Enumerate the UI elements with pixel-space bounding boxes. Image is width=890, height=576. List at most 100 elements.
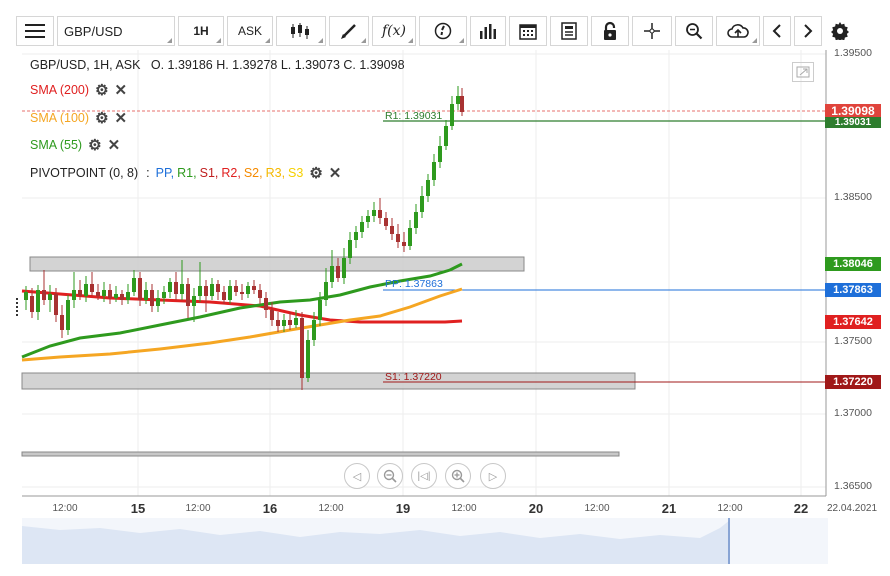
candle-body	[312, 320, 316, 340]
pivot-close-icon[interactable]: ✕	[328, 164, 342, 182]
candle-body	[54, 294, 58, 315]
y-tick: 1.39500	[834, 47, 872, 59]
pivot-r3: R3,	[265, 165, 286, 180]
candle-body	[342, 258, 346, 278]
pivot-settings-icon[interactable]: ⚙	[309, 164, 323, 182]
prev-button[interactable]	[763, 16, 791, 46]
x-tick: 12:00	[584, 503, 610, 514]
candle-body	[414, 212, 418, 228]
zoom-in-icon	[451, 469, 465, 483]
lock-icon	[604, 21, 616, 40]
candle-body	[36, 290, 40, 312]
legend-pivot: PIVOTPOINT (0, 8) : PP, R1, S1, R2, S2, …	[30, 160, 341, 188]
lock-button[interactable]	[591, 16, 629, 46]
reset-view-icon: |◁|	[417, 470, 431, 482]
menu-button[interactable]	[16, 16, 54, 46]
candle-body	[366, 216, 370, 222]
candle-body	[144, 290, 148, 300]
candle-body	[324, 282, 328, 300]
calendar-button[interactable]	[509, 16, 547, 46]
candle-body	[252, 286, 256, 290]
scroll-right-button[interactable]: ▷	[480, 463, 506, 489]
sma-100-label: SMA (100)	[30, 110, 90, 125]
pp-label: PP: 1.37863	[385, 278, 443, 290]
pivot-r2: R2,	[221, 165, 241, 180]
symbol-text: GBP/USD	[64, 23, 123, 39]
candle-body	[114, 294, 118, 298]
candle-body	[330, 266, 334, 282]
candle-body	[276, 320, 280, 326]
candle-body	[258, 290, 262, 298]
cloud-upload-icon	[727, 24, 749, 38]
sma-100-close-icon[interactable]: ✕	[114, 109, 128, 127]
y-tick: 1.38500	[834, 191, 872, 203]
sma-200-settings-icon[interactable]: ⚙	[95, 82, 109, 99]
timeframe-selector[interactable]: 1H	[178, 16, 224, 46]
draw-button[interactable]	[329, 16, 369, 46]
scroll-left-button[interactable]: ◁	[344, 463, 370, 489]
x-tick: 12:00	[185, 503, 211, 514]
calendar-icon	[519, 24, 537, 40]
expand-icon	[796, 66, 810, 78]
reset-view-button[interactable]: |◁|	[411, 463, 437, 489]
candle-body	[240, 292, 244, 294]
candle-body	[30, 296, 34, 312]
chart-header: GBP/USD, 1H, ASK O. 1.39186 H. 1.39278 L…	[30, 58, 405, 72]
sma-100-settings-icon[interactable]: ⚙	[95, 109, 109, 127]
zoom-button[interactable]	[675, 16, 713, 46]
next-button[interactable]	[794, 16, 822, 46]
price-type-selector[interactable]: ASK	[227, 16, 273, 46]
sma-200-badge: 1.37642	[825, 315, 881, 329]
symbol-selector[interactable]: GBP/USD	[57, 16, 175, 46]
chart-toolbar: GBP/USD 1H ASK f(x)	[16, 14, 890, 48]
x-tick-day: 20	[528, 501, 544, 516]
candle-body	[138, 278, 142, 300]
navigator-area	[22, 520, 730, 564]
candle-body	[348, 240, 352, 258]
draw-pen-icon	[341, 24, 356, 39]
x-tick-day: 21	[661, 501, 677, 516]
candle-body	[460, 96, 464, 112]
x-tick-day: 22	[793, 501, 809, 516]
next-icon	[804, 24, 813, 38]
candle-body	[192, 296, 196, 306]
zoom-in-button[interactable]	[445, 463, 471, 489]
candle-body	[78, 290, 82, 296]
x-tick-day: 15	[130, 501, 146, 516]
sma-200-close-icon[interactable]: ✕	[114, 82, 128, 99]
bar-chart-icon	[480, 24, 496, 39]
candle-body	[42, 290, 46, 300]
s1-label: S1: 1.37220	[385, 371, 442, 383]
candle-body	[408, 228, 412, 246]
grid	[22, 50, 826, 496]
candle-body	[96, 292, 100, 296]
crosshair-icon	[644, 23, 660, 39]
cloud-button[interactable]	[716, 16, 760, 46]
news-button[interactable]	[550, 16, 588, 46]
candle-body	[384, 218, 388, 226]
settings-button[interactable]	[825, 16, 855, 46]
x-tick: 12:00	[717, 503, 743, 514]
pivot-s2: S2,	[243, 165, 263, 180]
info-button[interactable]	[419, 16, 467, 46]
volume-button[interactable]	[470, 16, 506, 46]
support-zone	[21, 372, 636, 390]
r1-badge: 1.39031	[825, 117, 881, 128]
crosshair-button[interactable]	[632, 16, 672, 46]
info-icon	[434, 22, 452, 40]
drag-handle[interactable]	[16, 298, 20, 316]
sma-55-close-icon[interactable]: ✕	[107, 137, 121, 154]
chart-type-button[interactable]	[276, 16, 326, 46]
candle-body	[246, 286, 250, 294]
legend-sma-200: SMA (200) ⚙ ✕	[30, 77, 341, 105]
expand-button[interactable]	[792, 62, 814, 82]
triangle-right-icon: ▷	[488, 470, 498, 483]
sma-55-settings-icon[interactable]: ⚙	[88, 137, 102, 154]
zoom-out-button[interactable]	[377, 463, 403, 489]
indicator-button[interactable]: f(x)	[372, 16, 416, 46]
candle-body	[210, 284, 214, 296]
candle-body	[288, 320, 292, 325]
candle-body	[318, 300, 322, 320]
candle-body	[270, 310, 274, 320]
